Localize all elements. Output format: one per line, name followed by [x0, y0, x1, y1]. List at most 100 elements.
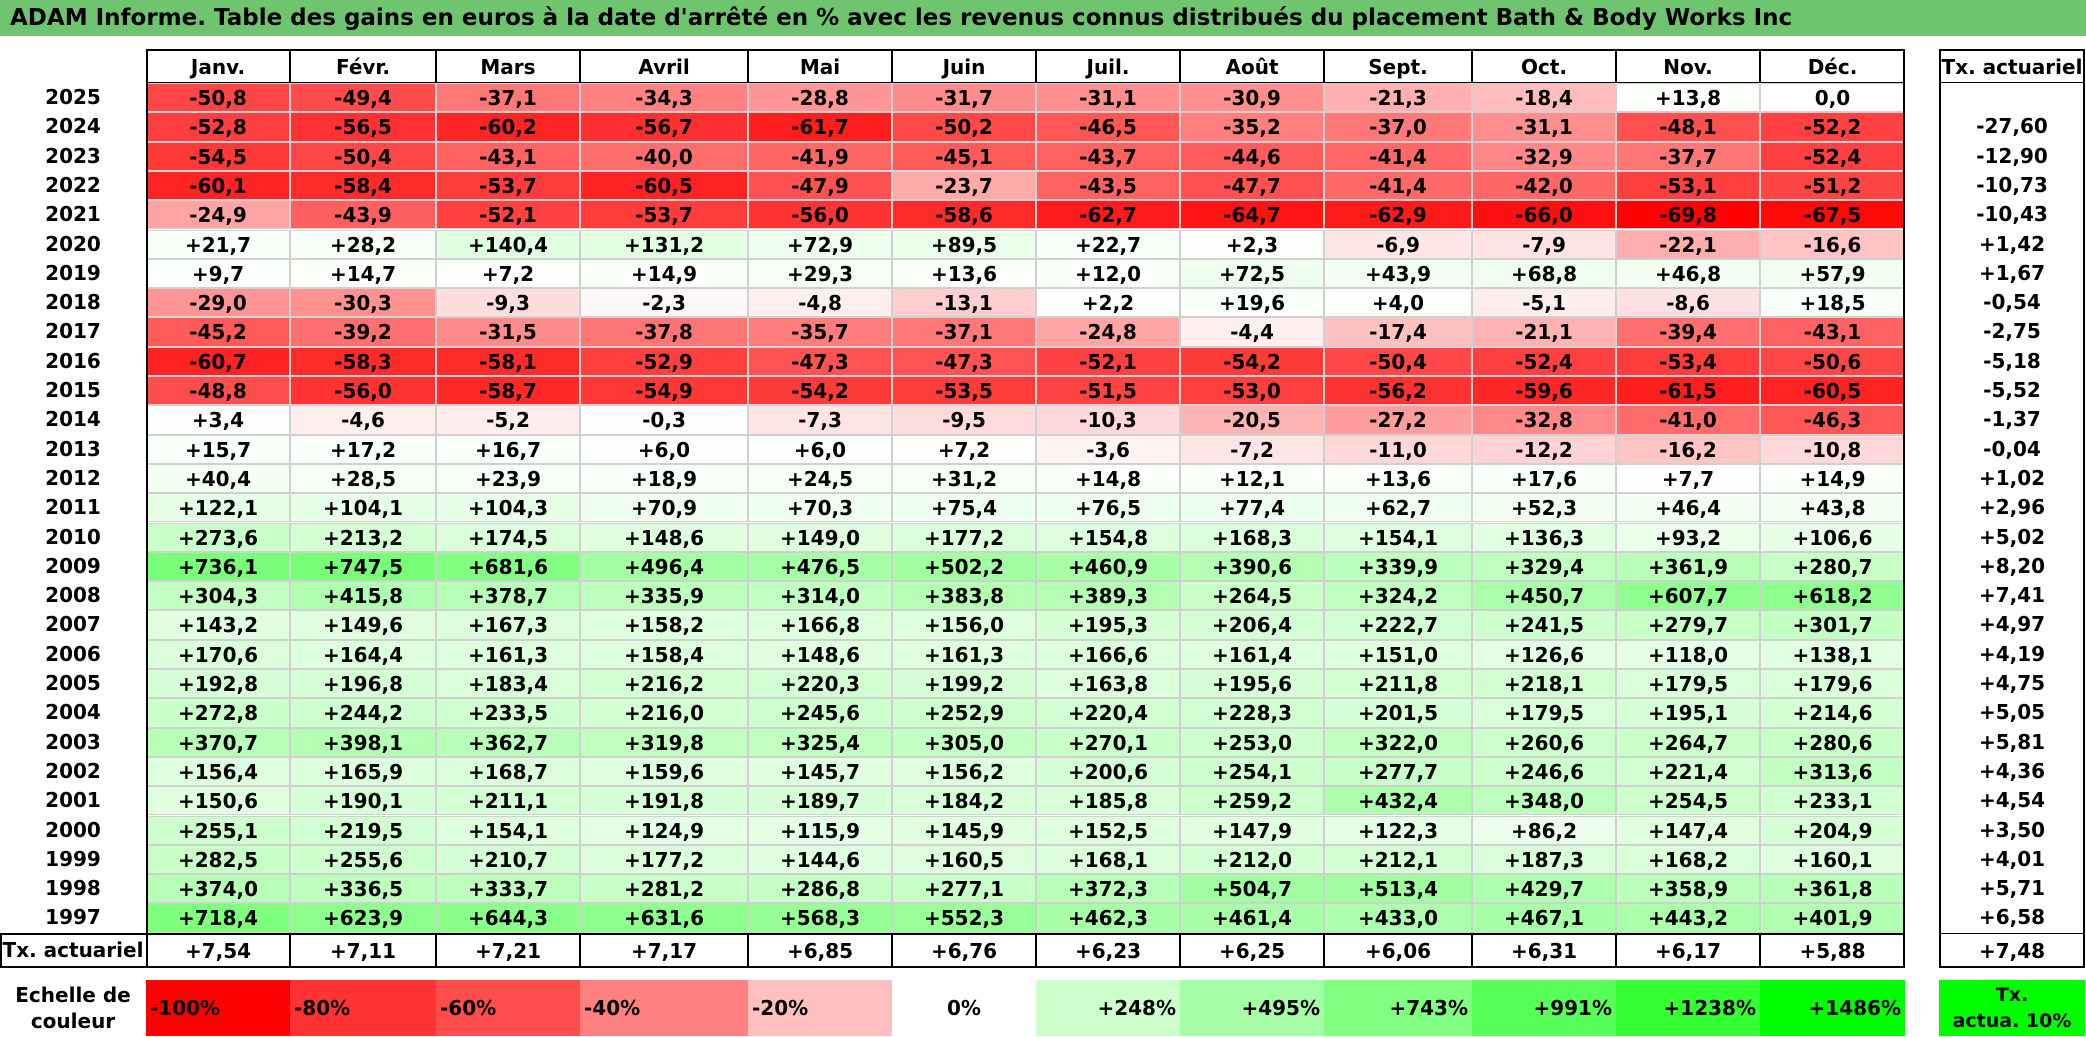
heatmap-cell: -60,2 [436, 112, 580, 142]
heatmap-cell: -52,8 [146, 112, 290, 142]
heatmap-cell: +476,5 [748, 551, 892, 582]
heatmap-cell: +168,1 [1036, 844, 1180, 875]
heatmap-cell: +164,4 [290, 639, 436, 669]
heatmap-cell: -35,2 [1180, 112, 1324, 142]
heatmap-cell: +378,7 [436, 581, 580, 611]
heatmap-cell: -28,8 [748, 83, 892, 113]
heatmap-cell: +115,9 [748, 815, 892, 845]
heatmap-cell: -8,6 [1616, 288, 1760, 318]
heatmap-cell: +185,8 [1036, 786, 1180, 816]
heatmap-cell: +252,9 [892, 698, 1036, 728]
heatmap-cell: -52,4 [1472, 346, 1616, 376]
color-scale-swatch: +1238% [1616, 980, 1760, 1036]
footer-rate-cell: +6,76 [892, 932, 1036, 968]
heatmap-cell: -58,3 [290, 346, 436, 376]
heatmap-cell: +372,3 [1036, 874, 1180, 904]
footer-rate-cell: +7,11 [290, 932, 436, 968]
heatmap-cell: +9,7 [146, 258, 290, 289]
heatmap-cell: +277,1 [892, 874, 1036, 904]
month-header-7: Août [1180, 49, 1324, 83]
heatmap-cell: -45,1 [892, 141, 1036, 171]
heatmap-cell: +77,4 [1180, 493, 1324, 523]
year-label: 2018 [0, 288, 146, 318]
heatmap-cell: +159,6 [580, 756, 748, 787]
heatmap-cell: +187,3 [1472, 844, 1616, 875]
color-scale-swatch: +248% [1036, 980, 1180, 1036]
heatmap-cell: -47,3 [892, 346, 1036, 376]
heatmap-cell: -12,2 [1472, 434, 1616, 464]
heatmap-cell: +28,2 [290, 229, 436, 259]
heatmap-cell: +174,5 [436, 522, 580, 552]
heatmap-cell: +177,2 [892, 522, 1036, 552]
heatmap-cell: -58,1 [436, 346, 580, 376]
heatmap-cell: +361,9 [1616, 551, 1760, 582]
rate-cell: +4,19 [1939, 639, 2085, 669]
year-label: 2025 [0, 83, 146, 113]
heatmap-cell: +143,2 [146, 610, 290, 640]
heatmap-cell: +150,6 [146, 786, 290, 816]
year-label: 2021 [0, 200, 146, 230]
heatmap-cell: -32,9 [1472, 141, 1616, 171]
heatmap-cell: +496,4 [580, 551, 748, 582]
heatmap-cell: +163,8 [1036, 669, 1180, 699]
heatmap-cell: +17,2 [290, 434, 436, 464]
heatmap-cell: -47,9 [748, 170, 892, 201]
heatmap-cell: +305,0 [892, 727, 1036, 757]
year-label: 2015 [0, 376, 146, 406]
rate-cell: +4,54 [1939, 786, 2085, 816]
heatmap-cell: +126,6 [1472, 639, 1616, 669]
heatmap-cell: +144,6 [748, 844, 892, 875]
heatmap-cell: +281,2 [580, 874, 748, 904]
year-label: 2003 [0, 727, 146, 757]
heatmap-cell: -45,2 [146, 317, 290, 347]
rate-cell: +1,02 [1939, 463, 2085, 494]
heatmap-cell: +218,1 [1472, 669, 1616, 699]
heatmap-cell: +201,5 [1324, 698, 1472, 728]
heatmap-cell: +104,1 [290, 493, 436, 523]
heatmap-cell: -41,0 [1616, 405, 1760, 435]
heatmap-cell: +324,2 [1324, 581, 1472, 611]
month-header-11: Déc. [1760, 49, 1905, 83]
year-label: 2001 [0, 786, 146, 816]
heatmap-cell: +325,4 [748, 727, 892, 757]
heatmap-cell: -41,4 [1324, 141, 1472, 171]
year-label: 1998 [0, 874, 146, 904]
heatmap-cell: +160,1 [1760, 844, 1905, 875]
heatmap-cell: -9,3 [436, 288, 580, 318]
heatmap-cell: +370,7 [146, 727, 290, 757]
heatmap-cell: +255,6 [290, 844, 436, 875]
heatmap-cell: -60,5 [580, 170, 748, 201]
heatmap-cell: +206,4 [1180, 610, 1324, 640]
heatmap-cell: +15,7 [146, 434, 290, 464]
color-scale-swatch: +1486% [1760, 980, 1905, 1036]
heatmap-cell: -11,0 [1324, 434, 1472, 464]
heatmap-cell: +432,4 [1324, 786, 1472, 816]
heatmap-cell: +16,7 [436, 434, 580, 464]
heatmap-cell: -53,1 [1616, 170, 1760, 201]
color-scale-swatch: +991% [1472, 980, 1616, 1036]
heatmap-cell: -3,6 [1036, 434, 1180, 464]
heatmap-cell: +23,9 [436, 463, 580, 494]
rate-cell: -1,37 [1939, 405, 2085, 435]
heatmap-cell: -56,0 [748, 200, 892, 230]
tx-legend-line2: actua. 10% [1952, 1010, 2072, 1032]
heatmap-cell: -58,6 [892, 200, 1036, 230]
heatmap-cell: +358,9 [1616, 874, 1760, 904]
heatmap-cell: -51,5 [1036, 376, 1180, 406]
heatmap-cell: +3,4 [146, 405, 290, 435]
heatmap-cell: -56,7 [580, 112, 748, 142]
heatmap-cell: +502,2 [892, 551, 1036, 582]
heatmap-cell: +75,4 [892, 493, 1036, 523]
heatmap-cell: -56,2 [1324, 376, 1472, 406]
heatmap-cell: +149,6 [290, 610, 436, 640]
heatmap-cell: +7,2 [892, 434, 1036, 464]
heatmap-cell: +18,9 [580, 463, 748, 494]
heatmap-cell: +13,8 [1616, 83, 1760, 113]
heatmap-cell: +273,6 [146, 522, 290, 552]
heatmap-cell: +177,2 [580, 844, 748, 875]
heatmap-cell: -30,3 [290, 288, 436, 318]
month-header-5: Juin [892, 49, 1036, 83]
heatmap-cell: +4,0 [1324, 288, 1472, 318]
heatmap-cell: +220,4 [1036, 698, 1180, 728]
heatmap-cell: -52,1 [436, 200, 580, 230]
